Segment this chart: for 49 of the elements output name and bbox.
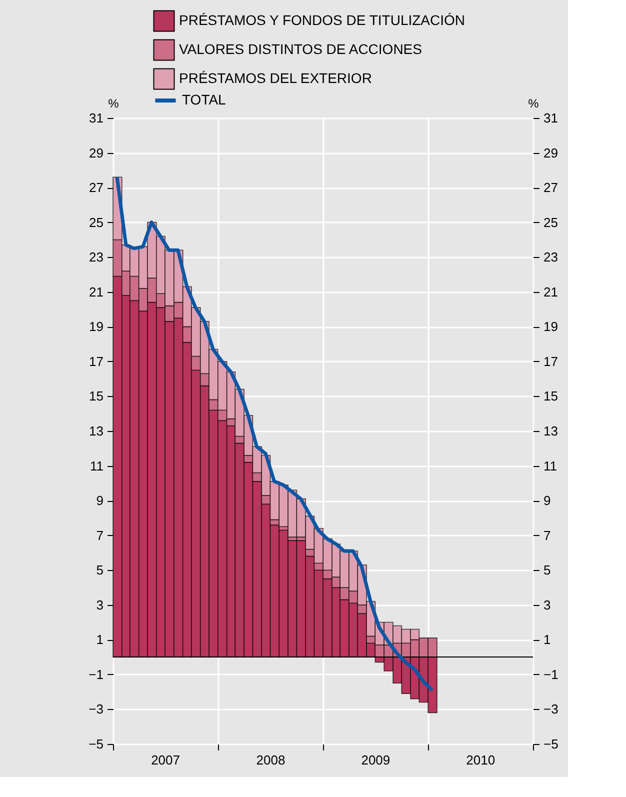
y2-tick-label: 23 — [544, 250, 558, 265]
x-tick-label: 2009 — [361, 752, 390, 768]
y-axis-title: % — [108, 96, 120, 110]
y2-tick-label: 27 — [544, 180, 558, 196]
y-tick-label: −5 — [88, 736, 104, 752]
x-tick-label: 2008 — [256, 752, 286, 768]
y-tick-label: 11 — [90, 458, 104, 474]
y-tick-label: 1 — [96, 632, 104, 648]
x-tick-label: 2010 — [466, 752, 496, 768]
legend-label: TOTAL — [182, 92, 226, 108]
y2-tick-label: 21 — [544, 284, 558, 300]
legend-label: VALORES DISTINTOS DE ACCIONES — [179, 41, 422, 57]
y-tick-label: 13 — [89, 424, 104, 438]
legend-label: PRÉSTAMOS DEL EXTERIOR — [179, 70, 372, 86]
y2-tick-label: −5 — [544, 736, 558, 752]
y2-tick-label: 25 — [544, 214, 558, 230]
y-tick-label: 23 — [89, 250, 104, 265]
y-tick-label: 21 — [89, 284, 104, 300]
y2-tick-label: 9 — [544, 493, 551, 508]
y-tick-label: 3 — [96, 597, 104, 612]
y2-tick-label: 1 — [544, 632, 551, 648]
x-tick-label: 2007 — [151, 752, 180, 768]
y-tick-label: −3 — [88, 702, 104, 717]
y2-tick-label: 31 — [544, 110, 558, 126]
y-tick-label: 17 — [89, 354, 104, 369]
y-tick-label: 7 — [96, 528, 104, 543]
y2-tick-label: 13 — [544, 424, 558, 438]
y-tick-label: 25 — [89, 214, 104, 230]
y-tick-label: 15 — [89, 388, 104, 404]
y2-tick-label: 19 — [544, 319, 558, 334]
y-tick-label: 29 — [89, 145, 104, 160]
y2-tick-label: −1 — [544, 666, 558, 682]
y2-tick-label: −3 — [544, 702, 558, 717]
y-tick-label: 9 — [96, 493, 104, 508]
y2-tick-label: 15 — [544, 388, 558, 404]
y-tick-label: 31 — [89, 110, 104, 126]
y2-tick-label: 17 — [544, 354, 558, 369]
y2-tick-label: 5 — [544, 562, 551, 578]
y-tick-label: −1 — [88, 666, 104, 682]
y2-tick-label: 3 — [544, 597, 551, 612]
legend-label: PRÉSTAMOS Y FONDOS DE TITULIZACIÓN — [179, 12, 466, 28]
y-tick-label: 27 — [89, 180, 104, 196]
line-series — [115, 175, 434, 692]
y2-axis-title: % — [528, 96, 540, 110]
y-tick-label: 19 — [89, 319, 104, 334]
y2-tick-label: 29 — [544, 145, 558, 160]
y2-tick-label: 11 — [544, 458, 557, 474]
y2-tick-label: 7 — [544, 528, 551, 543]
y-tick-label: 5 — [96, 562, 104, 578]
